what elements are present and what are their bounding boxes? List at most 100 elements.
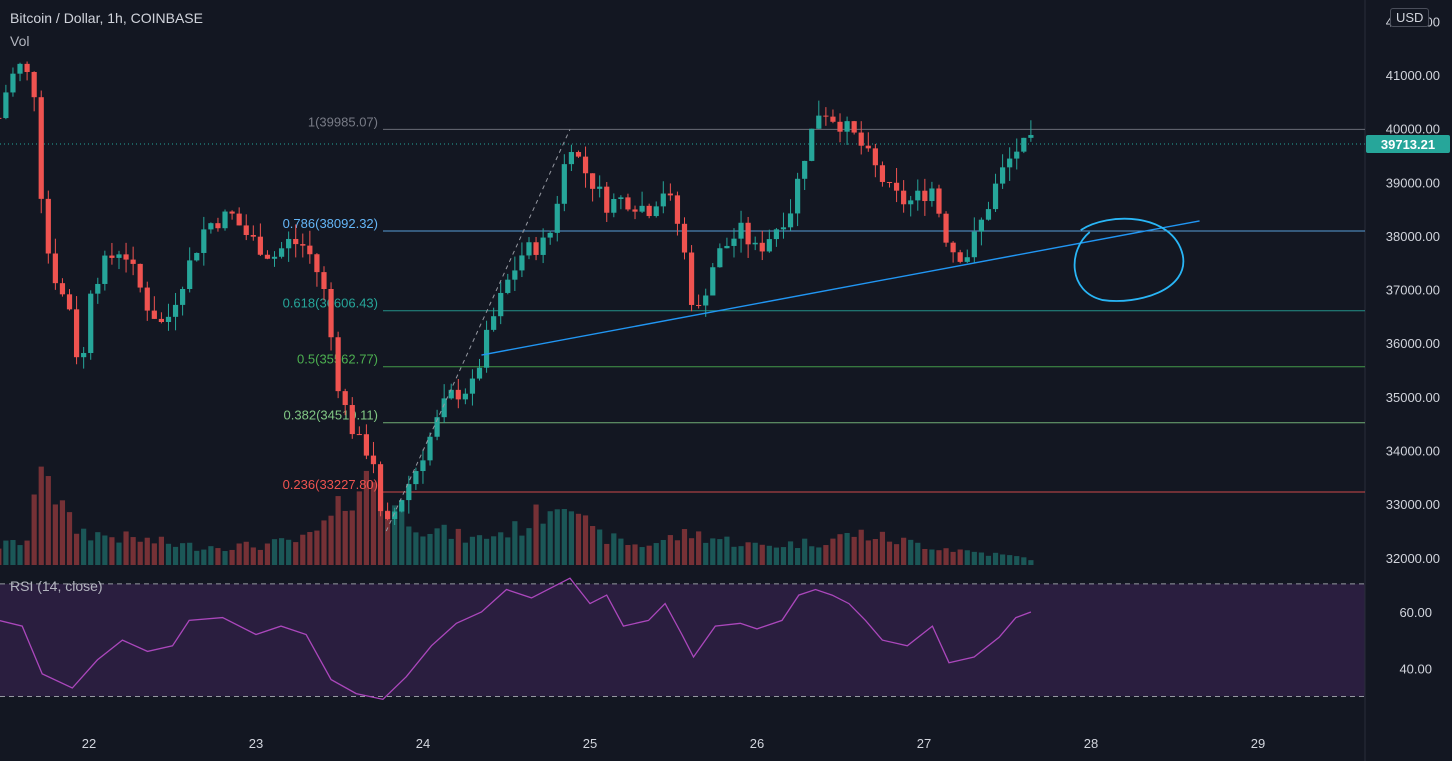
candle-body [307,245,313,255]
candle-body [17,63,23,74]
candle-body [427,436,433,461]
volume-bar [710,538,716,565]
candle-body [130,259,136,264]
candle-body [710,267,716,296]
candle-body [787,213,794,228]
volume-bar [17,545,23,565]
candle-body [816,115,822,129]
volume-bar [681,529,688,565]
symbol-title[interactable]: Bitcoin / Dollar, 1h, COINBASE [10,10,203,26]
candle-body [858,132,864,146]
volume-bar [498,532,504,565]
candle-body [625,197,631,210]
volume-bar [639,547,645,565]
volume-bar [752,542,758,565]
candle-body [759,242,765,252]
volume-bar [795,548,801,565]
candle-body [597,186,603,189]
volume-bar [370,482,377,565]
volume-bar [1021,557,1027,565]
volume-bar [180,543,186,565]
volume-bar [102,535,108,565]
candle-body [512,270,518,280]
candle-body [837,121,843,132]
candle-body [250,235,256,237]
candle-body [392,511,398,519]
candle-body [0,117,2,119]
volume-bar [52,504,58,565]
volume-bar [590,526,596,565]
volume-bar [172,546,179,565]
volume-bar [787,541,794,565]
volume-label[interactable]: Vol [10,33,30,49]
fib-level-label: 0.382(34519.11) [284,408,378,423]
candle-body [780,227,787,230]
volume-bar [922,548,928,565]
candle-body [300,244,306,246]
candle-body [1021,137,1027,152]
volume-bar [632,544,638,565]
candle-body [696,304,702,306]
volume-bar [688,538,695,565]
volume-bar [957,549,963,565]
volume-bar [985,555,992,565]
rsi-label[interactable]: RSI (14, close) [10,578,103,594]
candle-body [215,223,221,229]
volume-bar [660,539,666,565]
volume-bar [88,540,94,565]
fib-level-label: 0.786(38092.32) [283,216,378,231]
rsi-axis-tick: 40.00 [1399,661,1432,676]
candle-body [236,213,242,226]
candle-body [208,223,214,230]
candle-body [491,316,497,330]
volume-bar [851,536,857,565]
time-axis-tick: 25 [583,736,597,751]
candle-body [328,288,334,338]
volume-bar [872,538,878,565]
volume-bar [413,532,419,565]
volume-bar [3,540,9,565]
volume-bar [137,541,143,565]
volume-bar [73,533,80,565]
volume-bar [519,535,525,565]
price-axis-tick: 33000.00 [1386,497,1440,512]
candle-body [342,391,348,406]
volume-bar [816,547,822,565]
candle-body [24,63,30,72]
volume-bar [604,543,610,565]
candle-body [151,310,157,319]
volume-bar [95,532,101,565]
candle-body [547,232,553,238]
price-axis-tick: 34000.00 [1386,444,1440,459]
volume-bar [823,545,829,565]
volume-bar [936,550,942,565]
price-axis-tick: 35000.00 [1386,390,1440,405]
currency-badge[interactable]: USD [1390,8,1430,27]
volume-bar [427,533,433,565]
volume-bar [561,509,567,565]
time-axis-tick: 23 [249,736,263,751]
candle-body [646,205,652,217]
candle-body [922,190,928,202]
candle-body [844,121,850,132]
volume-bar [858,529,864,565]
candle-body [971,231,977,258]
candle-body [257,236,263,255]
candle-body [81,353,87,358]
candle-body [66,294,73,310]
candle-body [413,471,419,485]
candle-body [773,229,779,240]
candle-body [1000,167,1006,184]
volume-bar [738,546,744,565]
volume-bar [844,532,850,565]
volume-bar [611,533,617,565]
volume-bar [533,504,539,565]
candle-body [618,197,624,199]
candle-body [561,164,567,204]
candle-body [526,242,532,256]
trendline [481,220,1200,356]
candle-body [568,152,575,165]
candle-body [674,195,681,224]
